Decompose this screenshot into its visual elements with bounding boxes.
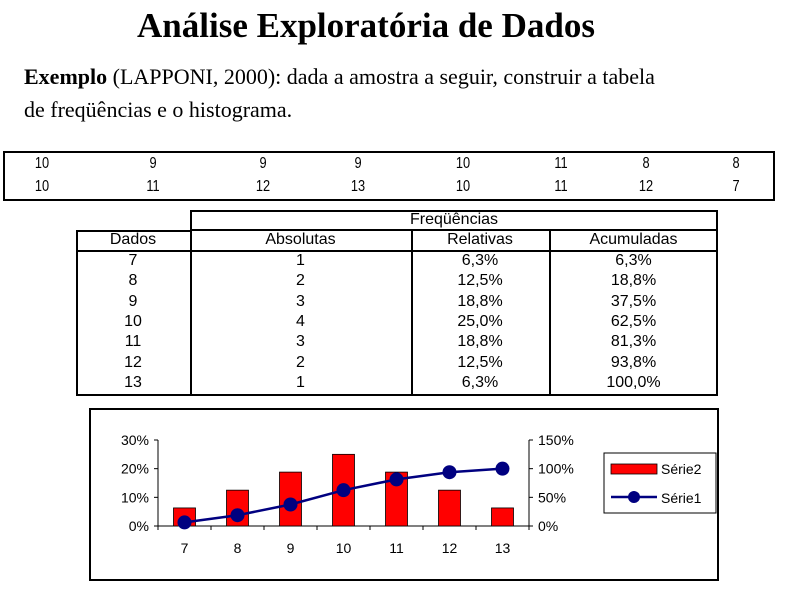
table-cell: 3 [296, 333, 305, 351]
table-cell: 81,3% [610, 333, 657, 351]
table-cell: 18,8% [457, 333, 503, 351]
table-cell: 62,5% [610, 312, 657, 330]
line-point [495, 461, 510, 476]
sample-value: 9 [354, 155, 362, 172]
y-tick-label-left: 10% [121, 489, 149, 505]
table-rule [76, 230, 190, 232]
sample-value: 12 [255, 178, 271, 195]
table-cell: 4 [296, 312, 305, 330]
table-rule [411, 230, 413, 396]
y-tick-label-left: 30% [121, 432, 149, 448]
table-cell: 11 [124, 333, 142, 351]
y-tick-label-right: 150% [538, 432, 574, 448]
y-tick-label-right: 50% [538, 489, 566, 505]
sample-value: 9 [149, 155, 157, 172]
table-cell: 1 [296, 252, 305, 269]
x-tick-label: 8 [234, 540, 242, 556]
table-cell: 100,0% [606, 373, 661, 391]
sample-value: 9 [259, 155, 267, 172]
intro-line-2: de freqüências e o histograma. [24, 97, 293, 122]
frequency-table: Freqüências Dados Absolutas Relativas Acumul… [76, 210, 718, 396]
sample-table: 10 9 9 9 10 11 8 8 10 11 12 13 10 11 12 7 [3, 151, 775, 201]
y-tick-label-right: 100% [538, 461, 574, 477]
sample-value: 10 [455, 155, 471, 172]
table-cell: 93,8% [610, 353, 657, 371]
table-cell: 12,5% [457, 272, 503, 290]
page-title: Análise Exploratória de Dados [137, 6, 595, 45]
table-rule [76, 394, 718, 396]
histogram-chart: 0% 10% 20% 30% 0% 50% 100% 150% 7 8 9 10 11 12 13 Série… [89, 408, 719, 581]
sample-value: 11 [146, 178, 160, 195]
sample-value: 12 [638, 178, 654, 195]
sample-value: 8 [732, 155, 740, 172]
table-rule [190, 210, 718, 212]
table-cell: 2 [296, 272, 305, 290]
table-cell: 37,5% [610, 292, 657, 310]
table-cell: 12,5% [457, 353, 503, 371]
line-point [283, 497, 298, 512]
y-tick-label-left: 20% [121, 461, 149, 477]
legend-label-serie1: Série1 [661, 490, 702, 506]
sample-value: 10 [455, 178, 471, 195]
chart-svg: 0% 10% 20% 30% 0% 50% 100% 150% 7 8 9 10 11 12 13 Série… [121, 432, 717, 556]
bar [385, 471, 408, 527]
bar [491, 507, 514, 527]
legend-line-marker [628, 491, 640, 503]
sample-value: 11 [554, 178, 568, 195]
legend-bar-swatch [610, 463, 658, 475]
x-tick-label: 12 [442, 540, 458, 556]
x-tick-label: 10 [336, 540, 352, 556]
line-point [336, 483, 351, 498]
legend-label-serie2: Série2 [661, 461, 702, 477]
column-header: Dados [109, 231, 157, 248]
x-tick-label: 7 [181, 540, 189, 556]
table-cell: 6,3% [461, 373, 499, 391]
table-rule [190, 210, 192, 396]
column-header: Acumuladas [589, 231, 678, 248]
intro-bold: Exemplo [24, 64, 108, 89]
table-rule [76, 250, 718, 252]
sample-value: 8 [642, 155, 650, 172]
table-cell: 1 [296, 373, 305, 391]
sample-value: 7 [732, 178, 740, 195]
table-rule [76, 230, 78, 396]
table-cell: 13 [124, 373, 142, 391]
x-tick-label: 11 [389, 540, 404, 556]
table-cell: 6,3% [461, 252, 499, 269]
sample-value: 10 [34, 155, 50, 172]
line-point [442, 465, 457, 480]
sample-value: 10 [34, 178, 50, 195]
table-cell: 10 [124, 312, 142, 330]
sample-value: 11 [554, 155, 568, 172]
table-cell: 6,3% [615, 252, 652, 269]
table-cell: 8 [128, 272, 138, 290]
x-tick-label: 13 [495, 540, 511, 556]
intro-line-1-text: (LAPPONI, 2000): dada a amostra a seguir… [107, 64, 655, 89]
table-cell: 25,0% [457, 312, 503, 330]
group-header: Freqüências [409, 211, 499, 228]
table-cell: 18,8% [610, 272, 657, 290]
table-rule [190, 229, 718, 231]
y-tick-label-left: 0% [129, 518, 149, 534]
table-cell: 9 [128, 292, 138, 310]
y-tick-label-right: 0% [538, 518, 558, 534]
sample-value: 13 [350, 178, 366, 195]
table-rule [716, 210, 718, 396]
x-tick-label: 9 [287, 540, 295, 556]
column-header: Absolutas [265, 231, 336, 248]
table-cell: 2 [296, 353, 305, 371]
legend-box [603, 452, 717, 514]
line-point [389, 472, 404, 487]
table-cell: 3 [296, 292, 305, 310]
intro-line-1: Exemplo (LAPPONI, 2000): dada a amostra … [24, 60, 800, 93]
line-point [177, 515, 192, 530]
line-point [230, 508, 245, 523]
column-header: Relativas [447, 231, 513, 248]
table-rule [549, 230, 551, 396]
table-cell: 12 [124, 353, 142, 371]
table-cell: 18,8% [457, 292, 503, 310]
bar [438, 489, 461, 527]
intro-text: Exemplo (LAPPONI, 2000): dada a amostra … [24, 60, 800, 126]
table-cell: 7 [128, 252, 138, 269]
